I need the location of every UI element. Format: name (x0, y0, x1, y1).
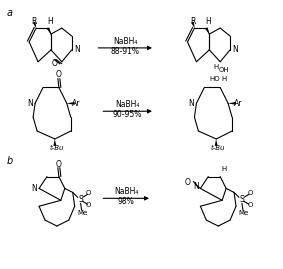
Text: S: S (240, 195, 244, 204)
Polygon shape (33, 22, 36, 28)
Text: NaBH₄: NaBH₄ (115, 100, 139, 109)
Text: O: O (247, 190, 252, 196)
Text: NaBH₄: NaBH₄ (113, 37, 137, 47)
Text: H: H (222, 166, 227, 172)
Polygon shape (228, 102, 236, 105)
Text: S: S (78, 195, 83, 204)
Text: N: N (27, 99, 33, 108)
Text: O: O (86, 202, 91, 208)
Text: O: O (56, 70, 62, 79)
Text: Me: Me (239, 210, 249, 216)
Polygon shape (53, 139, 56, 146)
Text: H: H (47, 17, 53, 26)
Text: a: a (7, 8, 12, 18)
Text: O: O (185, 178, 190, 187)
Text: N: N (31, 184, 37, 193)
Text: N: N (74, 45, 80, 54)
Text: N: N (232, 45, 238, 54)
Text: t-Bu: t-Bu (50, 145, 64, 151)
Text: 88-91%: 88-91% (111, 47, 140, 56)
Text: R: R (31, 17, 37, 26)
Text: HO: HO (209, 76, 220, 82)
Text: b: b (7, 156, 13, 166)
Text: OH: OH (219, 67, 230, 73)
Polygon shape (205, 27, 209, 34)
Text: Me: Me (78, 210, 88, 216)
Polygon shape (215, 139, 218, 146)
Text: 90-95%: 90-95% (112, 110, 142, 119)
Text: O: O (56, 160, 62, 169)
Text: NaBH₄: NaBH₄ (114, 187, 138, 196)
Polygon shape (47, 27, 51, 34)
Text: H: H (222, 76, 227, 82)
Text: Ar: Ar (234, 99, 242, 108)
Text: Ar: Ar (72, 99, 81, 108)
Polygon shape (191, 22, 195, 28)
Text: t-Bu: t-Bu (211, 145, 226, 151)
Text: N: N (188, 99, 194, 108)
Text: H: H (205, 17, 211, 26)
Text: 98%: 98% (118, 197, 134, 206)
Text: O: O (86, 190, 91, 196)
Text: R: R (190, 17, 195, 26)
Text: O: O (247, 202, 252, 208)
Text: O: O (52, 59, 57, 68)
Polygon shape (67, 102, 75, 105)
Text: H: H (214, 64, 219, 70)
Text: N: N (194, 182, 199, 191)
